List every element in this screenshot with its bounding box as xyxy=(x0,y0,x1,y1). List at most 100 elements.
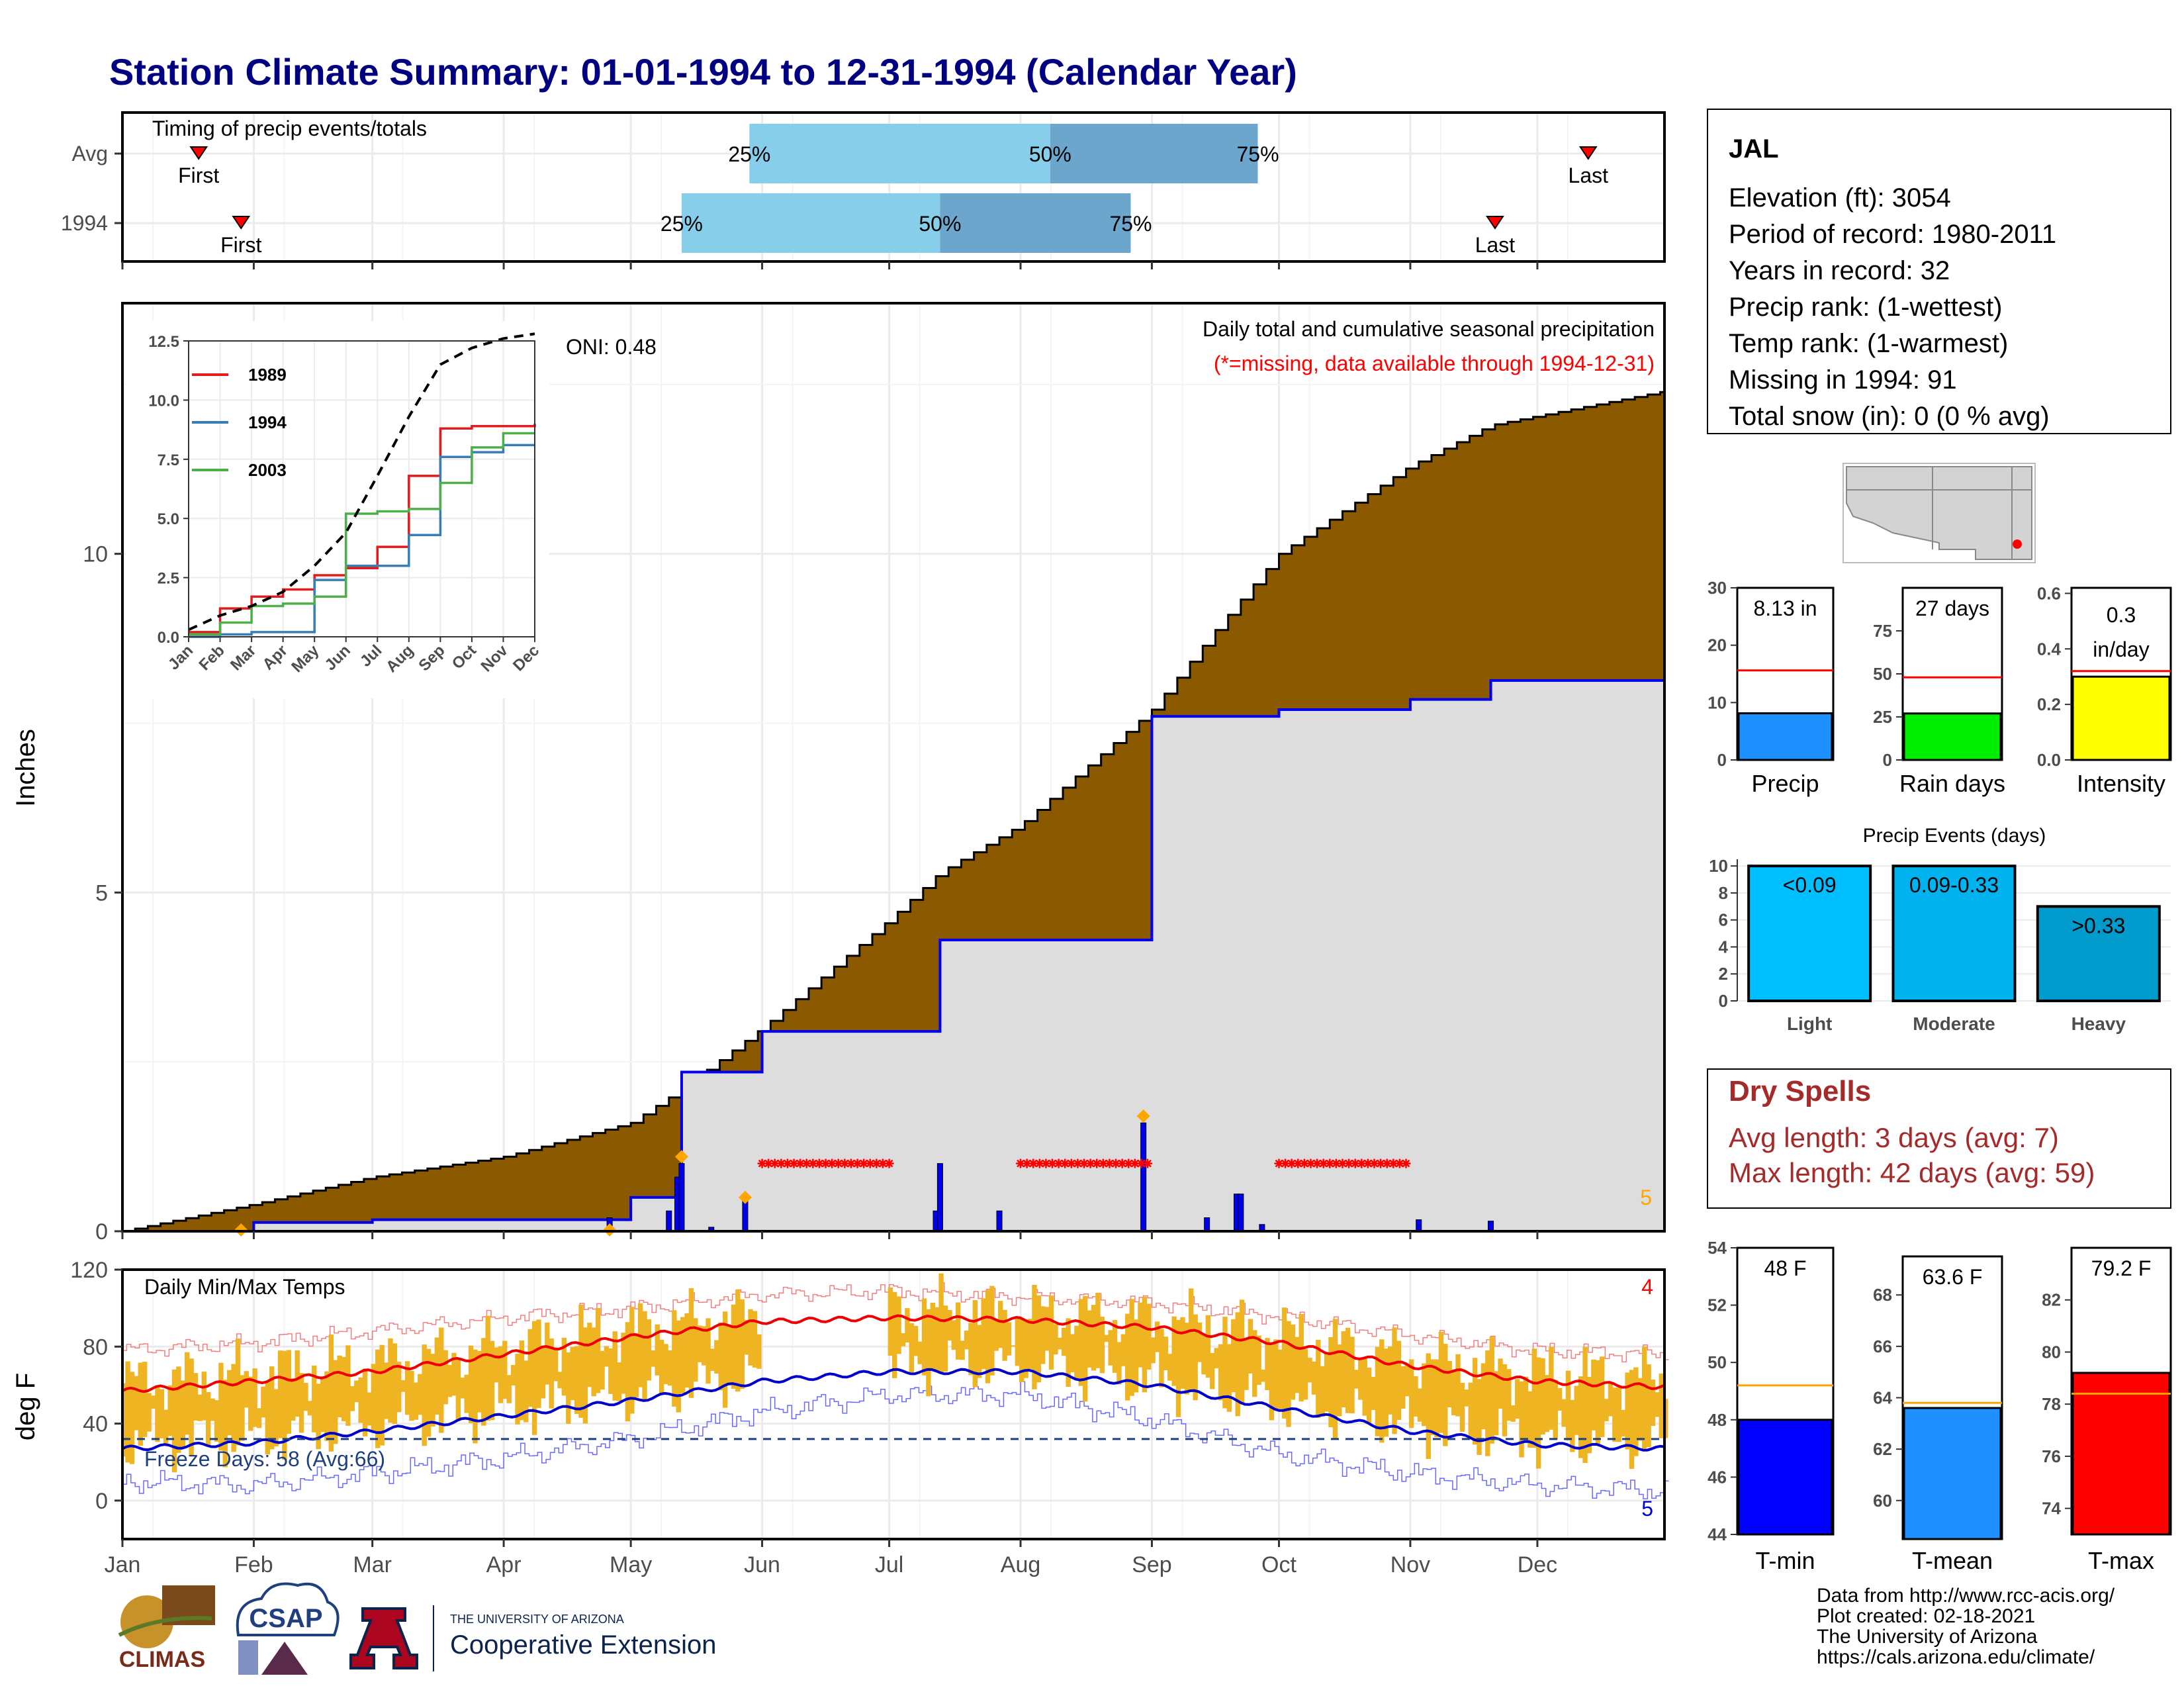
station-info-line: Missing in 1994: 91 xyxy=(1729,365,1957,395)
daily-temp-bar xyxy=(252,1368,257,1427)
dry-spell-marker xyxy=(764,1158,774,1168)
daily-temp-bar xyxy=(1422,1363,1427,1427)
daily-temp-bar xyxy=(519,1340,525,1421)
dry-spell-marker xyxy=(808,1158,818,1168)
daily-temp-bar xyxy=(155,1387,160,1442)
daily-temp-bar xyxy=(1218,1344,1224,1401)
events-ytick-label: 6 xyxy=(1719,910,1728,930)
daily-temp-bar xyxy=(375,1349,381,1448)
temp-bar-ytick-label: 48 xyxy=(1707,1410,1727,1430)
temp-bar-ytick-label: 82 xyxy=(2042,1290,2061,1310)
inset-ytick-label: 5.0 xyxy=(158,510,179,528)
daily-temp-bar xyxy=(1514,1379,1520,1419)
temp-summary-bar xyxy=(1737,1419,1833,1536)
daily-temp-bar xyxy=(320,1376,326,1432)
dry-spell-marker xyxy=(1022,1158,1032,1168)
events-bar-label: >0.33 xyxy=(2071,914,2125,937)
footer-credit-line: Plot created: 02-18-2021 xyxy=(1817,1605,2035,1627)
daily-temp-bar xyxy=(1036,1295,1042,1383)
inset-legend-label: 1994 xyxy=(248,412,287,432)
daily-temp-bar xyxy=(977,1325,982,1378)
timing-q2-bar xyxy=(940,193,1131,253)
timing-last-marker xyxy=(1578,146,1598,160)
daily-temp-bar xyxy=(960,1340,965,1360)
daily-temp-bar xyxy=(379,1344,385,1446)
daily-temp-bar xyxy=(917,1341,923,1364)
temp-bar-ytick-label: 80 xyxy=(2042,1342,2061,1362)
extreme-precip-marker xyxy=(603,1223,617,1237)
daily-temp-bar xyxy=(1443,1344,1448,1446)
daily-temp-bar xyxy=(231,1364,236,1452)
events-ytick-label: 2 xyxy=(1719,964,1728,984)
station-info-line: Temp rank: (1-warmest) xyxy=(1729,329,2008,358)
dry-spell-marker xyxy=(1312,1158,1322,1168)
daily-temp-bar xyxy=(1408,1359,1414,1429)
precip-missing-note: (*=missing, data available through 1994-… xyxy=(1214,352,1655,375)
daily-temp-bar xyxy=(1074,1325,1079,1380)
climas-logo-mark xyxy=(118,1616,212,1637)
temp-summary-bar xyxy=(1903,1407,2002,1540)
daily-temp-bar xyxy=(227,1370,232,1436)
daily-temp-bar xyxy=(167,1385,173,1436)
dry-spell-marker xyxy=(1325,1158,1335,1168)
csap-logo-bars xyxy=(238,1640,258,1675)
daily-temp-bar xyxy=(1040,1306,1046,1364)
daily-temp-bar xyxy=(163,1409,169,1444)
daily-temp-bar xyxy=(1269,1344,1275,1421)
dry-spell-marker xyxy=(789,1158,799,1168)
daily-temp-bar xyxy=(604,1346,610,1367)
daily-temp-bar xyxy=(909,1323,914,1373)
daily-temp-bar xyxy=(1167,1354,1173,1381)
temp-bar-value: 48 F xyxy=(1764,1256,1806,1280)
daily-temp-bar xyxy=(1612,1387,1617,1442)
daily-temp-bar xyxy=(1591,1359,1596,1430)
summary-ytick-label: 0.6 xyxy=(2037,583,2061,603)
summary-bar xyxy=(1737,712,1833,761)
timing-last-marker xyxy=(1486,216,1504,230)
daily-temp-bar xyxy=(1477,1379,1482,1455)
daily-temp-bar xyxy=(468,1345,474,1424)
temp-bar-ytick-label: 76 xyxy=(2042,1446,2061,1466)
summary-value-label: 27 days xyxy=(1915,596,1989,620)
daily-temp-bar xyxy=(739,1299,745,1389)
dry-spells-avg: Avg length: 3 days (avg: 7) xyxy=(1729,1122,2059,1153)
dry-spell-marker xyxy=(1306,1158,1316,1168)
daily-temp-bar xyxy=(1400,1366,1406,1409)
daily-temp-bar xyxy=(218,1362,224,1451)
inset-series-line xyxy=(189,432,535,636)
daily-temp-bar xyxy=(587,1323,592,1387)
daily-temp-bar xyxy=(349,1385,355,1411)
daily-temp-bar xyxy=(964,1331,970,1350)
daily-temp-bar xyxy=(1438,1331,1444,1433)
daily-temp-bar xyxy=(1159,1329,1164,1387)
dry-spell-marker xyxy=(1034,1158,1044,1168)
daily-temp-bar xyxy=(358,1377,363,1423)
daily-temp-bar xyxy=(256,1408,262,1429)
station-info-box: JAL Elevation (ft): 3054 Period of record:… xyxy=(1707,109,2171,434)
dry-spell-marker xyxy=(757,1158,767,1168)
daily-temp-bar xyxy=(1464,1389,1469,1407)
daily-temp-bar xyxy=(1353,1370,1359,1389)
dry-spell-marker xyxy=(1060,1158,1070,1168)
daily-temp-bar xyxy=(956,1302,961,1360)
daily-temp-bar xyxy=(1480,1363,1486,1430)
daily-temp-bar xyxy=(1468,1382,1473,1437)
daily-temp-bar xyxy=(1265,1338,1270,1391)
summary-ytick-label: 75 xyxy=(1873,621,1892,641)
dry-spell-marker xyxy=(1041,1158,1051,1168)
station-info-line: Precip rank: (1-wettest) xyxy=(1729,293,2002,322)
temp-bar-ytick-label: 68 xyxy=(1873,1285,1892,1305)
daily-temp-bar xyxy=(1069,1334,1075,1373)
daily-temp-bar xyxy=(693,1318,698,1382)
daily-temp-bar xyxy=(549,1338,554,1409)
daily-temp-bar xyxy=(672,1310,677,1407)
daily-temp-bar xyxy=(159,1389,164,1438)
precip-frame xyxy=(121,302,1666,1233)
daily-temp-bar xyxy=(1057,1337,1063,1350)
daily-temp-bar xyxy=(1138,1302,1143,1368)
daily-precip-bar xyxy=(1204,1217,1210,1232)
daily-temp-bar xyxy=(1019,1318,1024,1382)
daily-temp-bar xyxy=(1011,1345,1016,1347)
daily-temp-bar xyxy=(633,1333,639,1398)
